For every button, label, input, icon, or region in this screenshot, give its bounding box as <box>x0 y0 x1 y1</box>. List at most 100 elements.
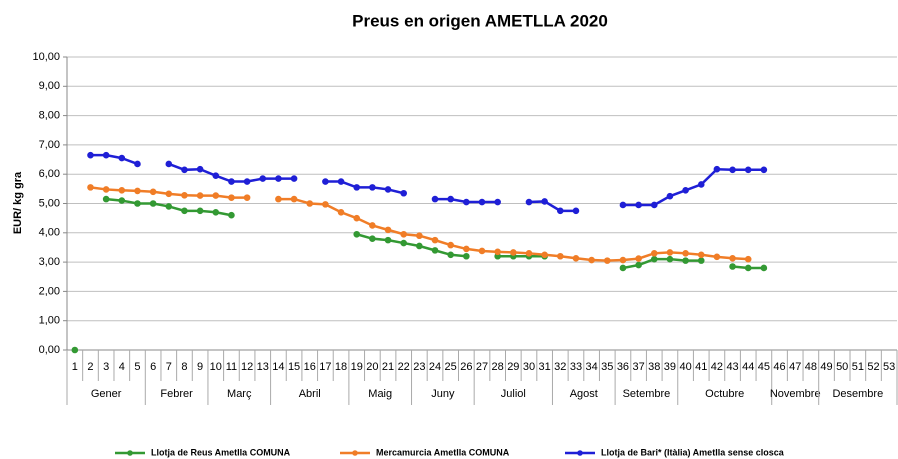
x-tick-label: 23 <box>413 361 425 373</box>
point <box>400 230 407 238</box>
x-tick-label: 46 <box>773 361 785 373</box>
x-tick-label: 38 <box>648 361 660 373</box>
point <box>243 194 251 201</box>
point <box>181 191 188 199</box>
point <box>682 187 689 194</box>
point <box>729 166 736 174</box>
point <box>682 257 689 264</box>
point <box>619 264 627 272</box>
point <box>165 190 173 198</box>
month-label: Maig <box>368 388 392 400</box>
x-tick-label: 11 <box>226 361 237 373</box>
month-label: Gener <box>91 388 122 400</box>
month-label: Març <box>227 388 252 400</box>
x-tick-label: 13 <box>257 361 269 373</box>
x-tick-label: 40 <box>679 361 691 373</box>
point <box>196 207 204 215</box>
x-tick-label: 18 <box>335 361 347 373</box>
x-tick-label: 26 <box>460 361 472 373</box>
legend-label: Llotja de Reus Ametlla COMUNA <box>151 447 291 457</box>
point <box>400 189 407 197</box>
point <box>557 252 564 260</box>
y-tick-label: 8,00 <box>39 110 60 122</box>
point <box>494 198 501 206</box>
point <box>322 178 329 185</box>
point <box>431 236 439 244</box>
point <box>572 207 580 215</box>
point <box>102 151 110 159</box>
x-tick-label: 43 <box>726 361 738 373</box>
x-tick-label: 14 <box>272 361 284 373</box>
series-line <box>90 186 749 262</box>
point <box>118 187 126 194</box>
chart-title: Preus en origen AMETLLA 2020 <box>352 11 608 30</box>
point <box>635 255 642 262</box>
x-tick-label: 10 <box>210 361 222 373</box>
x-tick-label: 6 <box>150 361 156 373</box>
point <box>228 194 235 201</box>
point <box>510 249 517 256</box>
x-tick-label: 3 <box>103 361 109 373</box>
y-tick-label: 3,00 <box>39 256 60 268</box>
month-label: Febrer <box>160 388 193 400</box>
point <box>478 198 486 206</box>
point <box>275 195 282 203</box>
x-tick-label: 7 <box>166 361 172 373</box>
point <box>666 249 674 256</box>
month-label: Juliol <box>501 388 526 400</box>
month-label: Abril <box>299 388 321 400</box>
point <box>306 200 314 207</box>
point <box>525 250 533 257</box>
x-tick-label: 50 <box>836 361 848 373</box>
point <box>760 166 768 174</box>
x-tick-label: 36 <box>617 361 629 373</box>
point <box>619 256 627 264</box>
point <box>697 251 705 259</box>
point <box>322 201 329 208</box>
point <box>71 346 79 354</box>
y-tick-label: 9,00 <box>39 80 60 92</box>
point <box>447 195 454 203</box>
x-tick-label: 49 <box>820 361 832 373</box>
legend-marker <box>127 450 133 456</box>
point <box>259 175 267 182</box>
legend-marker <box>577 450 583 456</box>
point <box>228 178 235 185</box>
y-tick-label: 4,00 <box>39 227 60 239</box>
x-tick-label: 25 <box>445 361 457 373</box>
point <box>369 222 376 229</box>
x-tick-label: 28 <box>492 361 504 373</box>
point <box>228 211 235 219</box>
y-tick-label: 5,00 <box>39 197 60 209</box>
point <box>369 235 376 242</box>
x-tick-label: 48 <box>805 361 817 373</box>
point <box>603 257 611 264</box>
point <box>744 166 752 174</box>
point <box>134 187 141 195</box>
point <box>369 184 376 191</box>
point <box>635 261 642 269</box>
point <box>134 160 141 168</box>
x-tick-label: 4 <box>119 361 125 373</box>
point <box>666 192 674 200</box>
point <box>463 252 470 260</box>
point <box>384 186 392 193</box>
x-tick-label: 16 <box>304 361 316 373</box>
y-tick-label: 2,00 <box>39 285 60 297</box>
point <box>337 208 345 216</box>
y-tick-label: 6,00 <box>39 168 60 180</box>
point <box>697 181 705 188</box>
x-tick-label: 15 <box>288 361 300 373</box>
x-tick-label: 12 <box>241 361 253 373</box>
x-tick-label: 31 <box>539 361 551 373</box>
month-label: Agost <box>570 388 598 400</box>
x-tick-label: 35 <box>601 361 613 373</box>
point <box>447 241 454 249</box>
month-label: Novembre <box>770 388 821 400</box>
point <box>447 251 454 259</box>
x-tick-label: 19 <box>351 361 363 373</box>
month-label: Setembre <box>623 388 671 400</box>
x-tick-label: 33 <box>570 361 582 373</box>
point <box>619 201 627 209</box>
x-tick-label: 20 <box>366 361 378 373</box>
